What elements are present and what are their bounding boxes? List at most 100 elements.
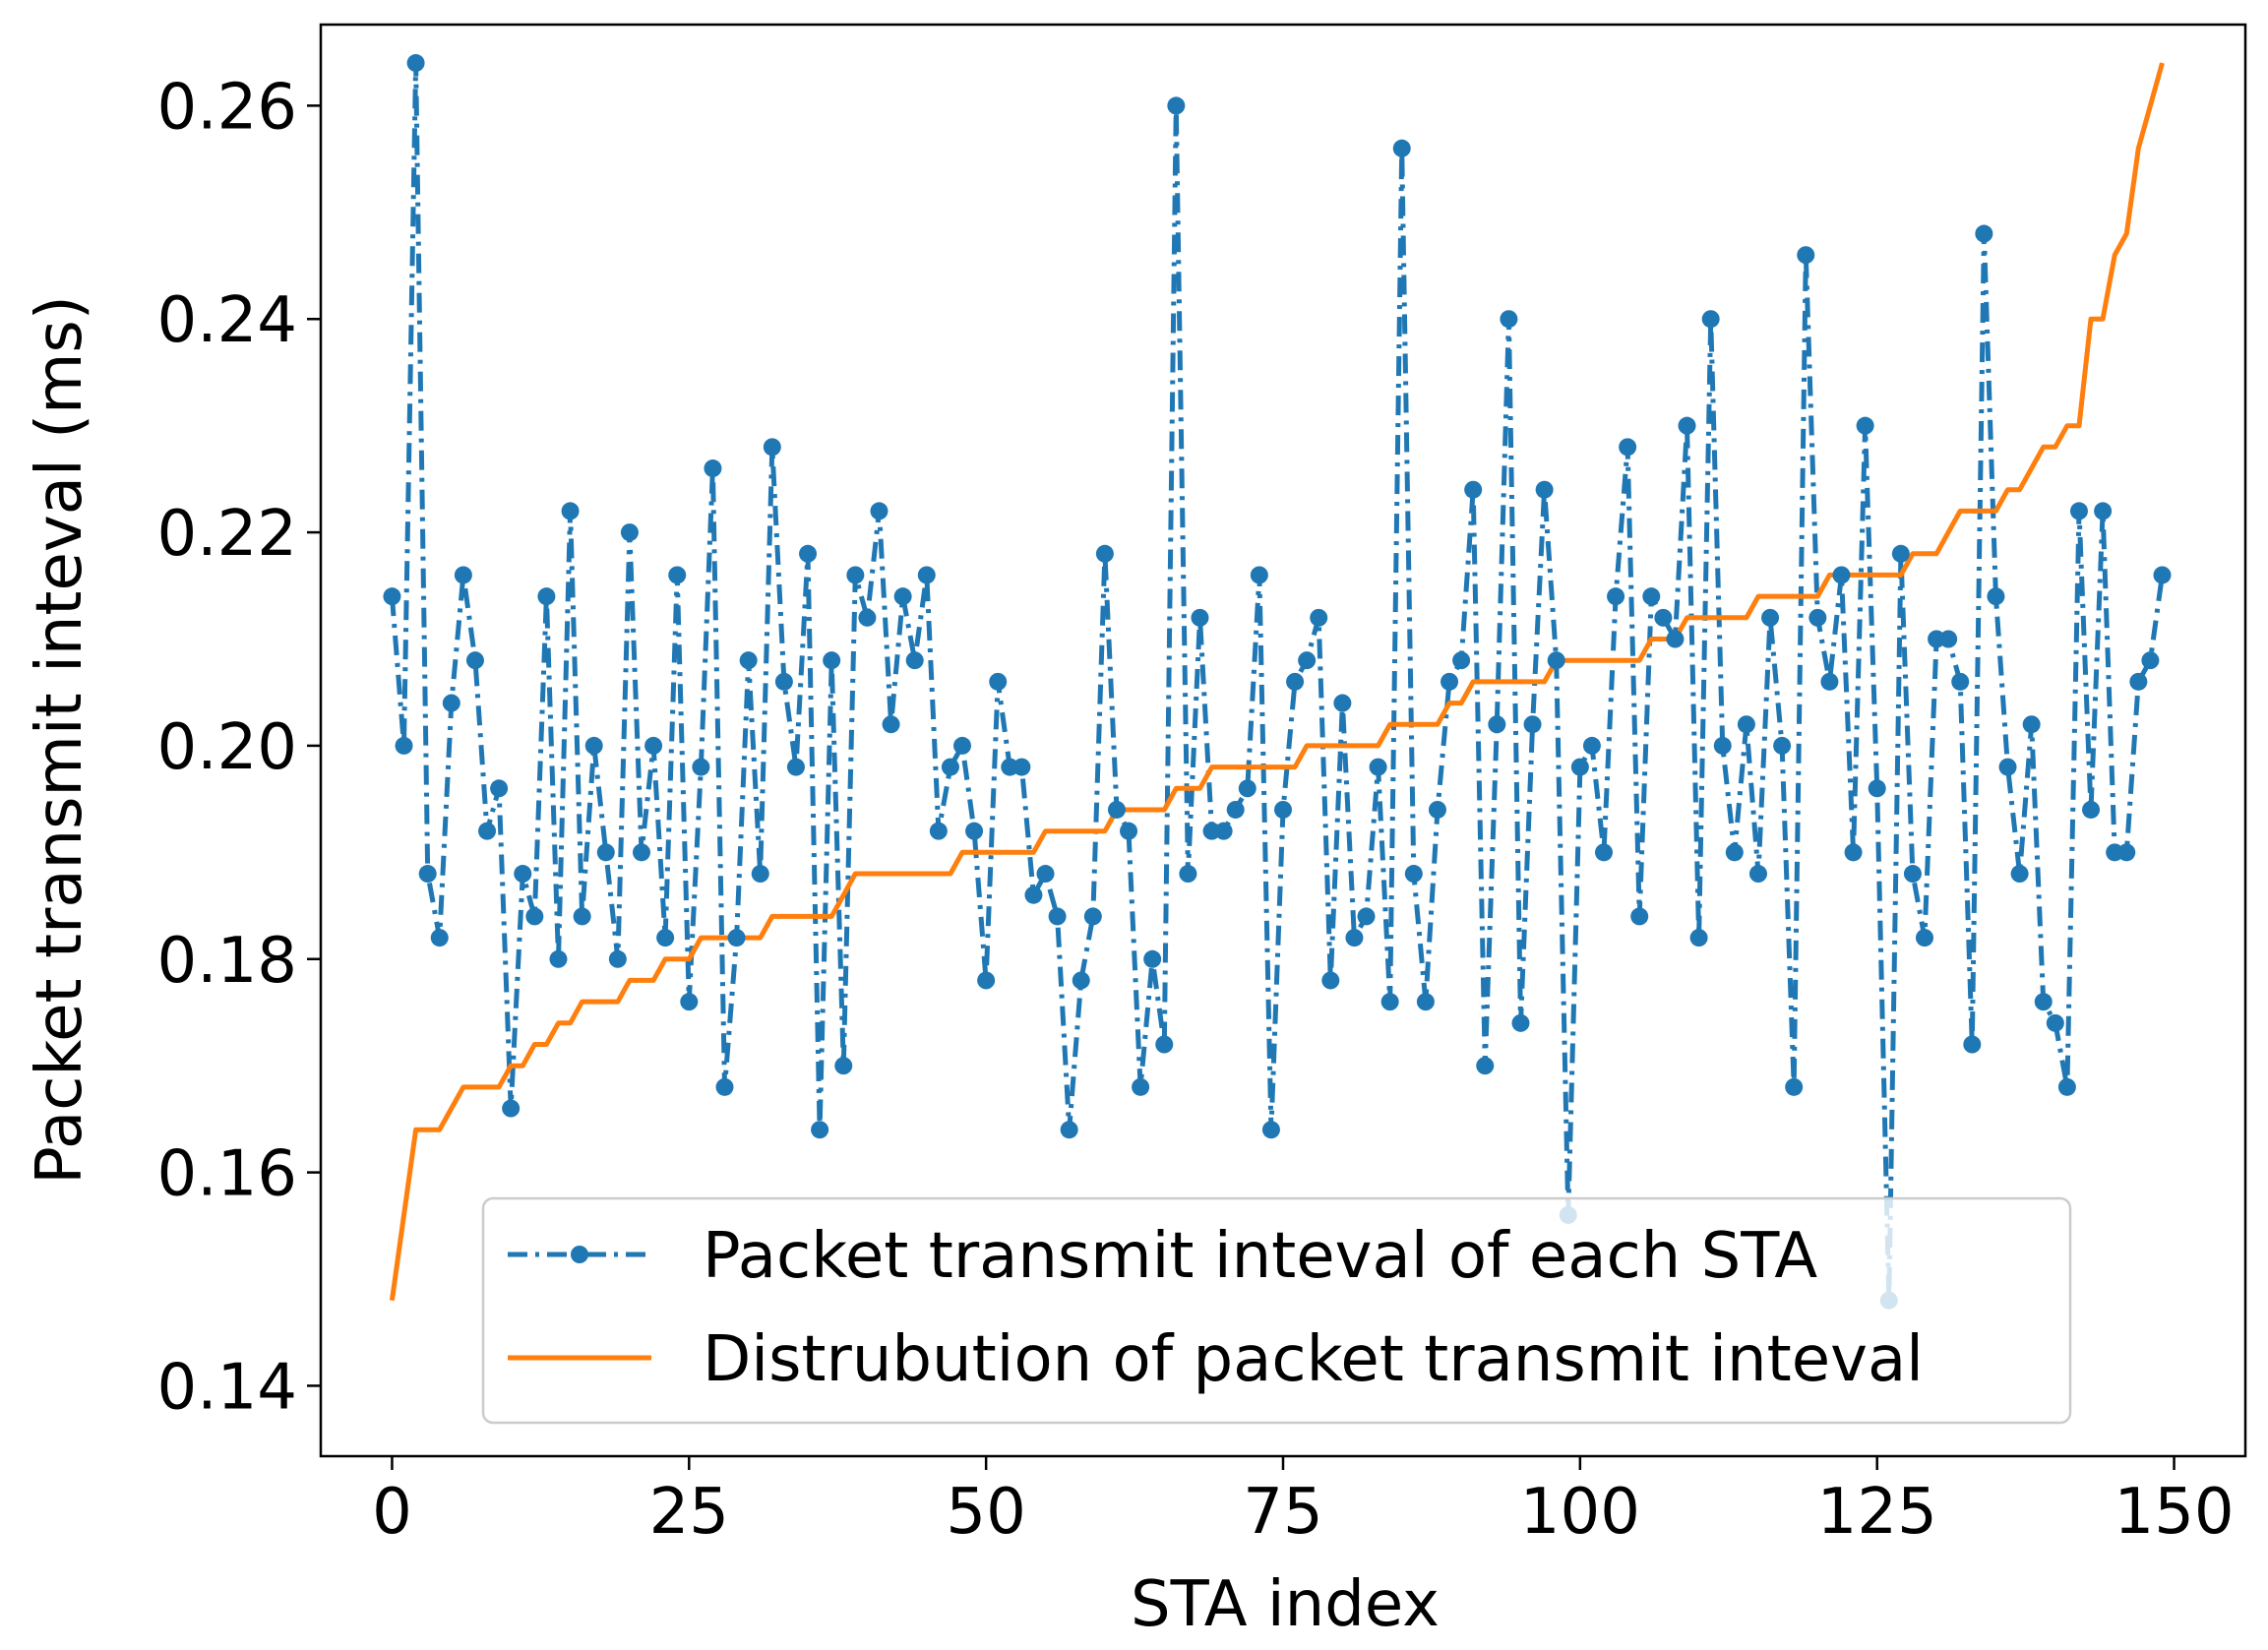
series-layer [383,54,2172,1310]
sta-data-point [1345,929,1364,947]
sta-data-point [1440,672,1459,691]
sta-data-point [1357,907,1376,926]
sta-data-point [561,502,580,520]
sta-data-point [1179,865,1197,884]
sta-data-point [2010,865,2029,884]
sta-data-point [1725,843,1744,862]
sta-data-point [2129,672,2148,691]
x-tick-label: 75 [1243,1476,1322,1549]
sta-data-point [1547,651,1565,670]
sta-data-point [1642,587,1661,606]
sta-data-point [478,822,497,840]
sta-data-point [882,715,900,734]
sta-data-point [418,865,437,884]
sta-data-point [1820,672,1839,691]
sta-data-point [1155,1035,1174,1054]
sta-data-point [1083,907,1102,926]
sta-data-point [941,758,959,776]
sta-data-point [870,502,889,520]
x-tick-label: 50 [946,1476,1025,1549]
sta-data-point [1143,949,1162,968]
sta-data-point [1392,139,1411,157]
legend: Packet transmit inteval of each STA Distr… [481,1196,2072,1425]
sta-data-point [1120,822,1138,840]
sta-data-point [751,865,769,884]
sta-data-point [395,736,413,755]
sta-data-point [2046,1013,2064,1032]
sta-data-point [1868,779,1886,798]
x-tick-label: 0 [372,1476,412,1549]
sta-data-point [1797,246,1815,265]
sta-data-point [953,736,971,755]
sta-data-point [2082,800,2101,819]
sta-data-point [537,587,556,606]
sta-data-point [1404,865,1423,884]
sta-data-point [1095,544,1114,563]
sta-data-point [656,929,675,947]
sta-data-point [786,758,805,776]
sta-data-point [442,694,460,712]
sta-data-point [1261,1121,1280,1139]
sta-data-point [1666,630,1685,648]
sta-data-point [514,865,532,884]
sta-data-point [2034,993,2053,1011]
sta-data-point [1214,822,1233,840]
sta-data-point [1072,971,1090,990]
sta-data-point [1488,715,1506,734]
sta-data-point [2117,843,2136,862]
sta-data-point [1333,694,1352,712]
sta-data-point [1570,758,1589,776]
sta-data-point [929,822,948,840]
sta-data-point [2069,502,2088,520]
sta-data-point [1903,865,1922,884]
sta-data-point [1060,1121,1078,1139]
sta-data-point [1191,608,1209,627]
sta-data-point [905,651,924,670]
sta-data-point [1963,1035,1982,1054]
sta-data-point [704,459,722,478]
y-tick-label: 0.22 [157,498,298,571]
sta-data-point [406,54,425,73]
y-ticks: 0.14 0.16 0.18 0.20 0.22 0.24 0.26 [157,71,321,1424]
x-ticks: 0 25 50 75 100 125 150 [372,1456,2235,1549]
sta-data-point [1998,758,2017,776]
sta-data-point [846,566,865,584]
sta-data-point [989,672,1008,691]
sta-data-point [1975,224,1993,243]
sta-data-point [502,1099,521,1118]
sta-data-point [1678,416,1696,435]
sta-data-point [1808,608,1827,627]
sta-data-point [1226,800,1245,819]
sta-data-point [834,1057,853,1075]
sta-data-point [2141,651,2160,670]
x-tick-label: 100 [1520,1476,1640,1549]
sta-data-point [2022,715,2041,734]
series-sta-interval-line [389,60,2165,1304]
sta-data-point [1024,886,1043,904]
x-axis-label: STA index [1131,1568,1440,1641]
sta-data-point [1773,736,1792,755]
sta-data-point [1369,758,1387,776]
sta-data-point [1274,800,1292,819]
x-tick-label: 125 [1817,1476,1937,1549]
sta-data-point [465,651,484,670]
legend-swatch-sta-marker [571,1246,588,1263]
sta-data-point [1511,1013,1530,1032]
x-tick-label: 150 [2114,1476,2234,1549]
sta-data-point [2057,1077,2076,1096]
sta-data-point [1416,993,1435,1011]
sta-data-point [917,566,936,584]
sta-data-point [1238,779,1257,798]
sta-data-point [596,843,615,862]
sta-data-point [1951,672,1970,691]
legend-label-distribution: Distrubution of packet transmit inteval [703,1323,1924,1396]
sta-data-point [893,587,912,606]
sta-data-point [1500,310,1518,329]
sta-data-point [668,566,687,584]
sta-data-point [1048,907,1067,926]
sta-data-point [1012,758,1031,776]
sta-data-point [1250,566,1268,584]
y-tick-label: 0.26 [157,71,298,144]
